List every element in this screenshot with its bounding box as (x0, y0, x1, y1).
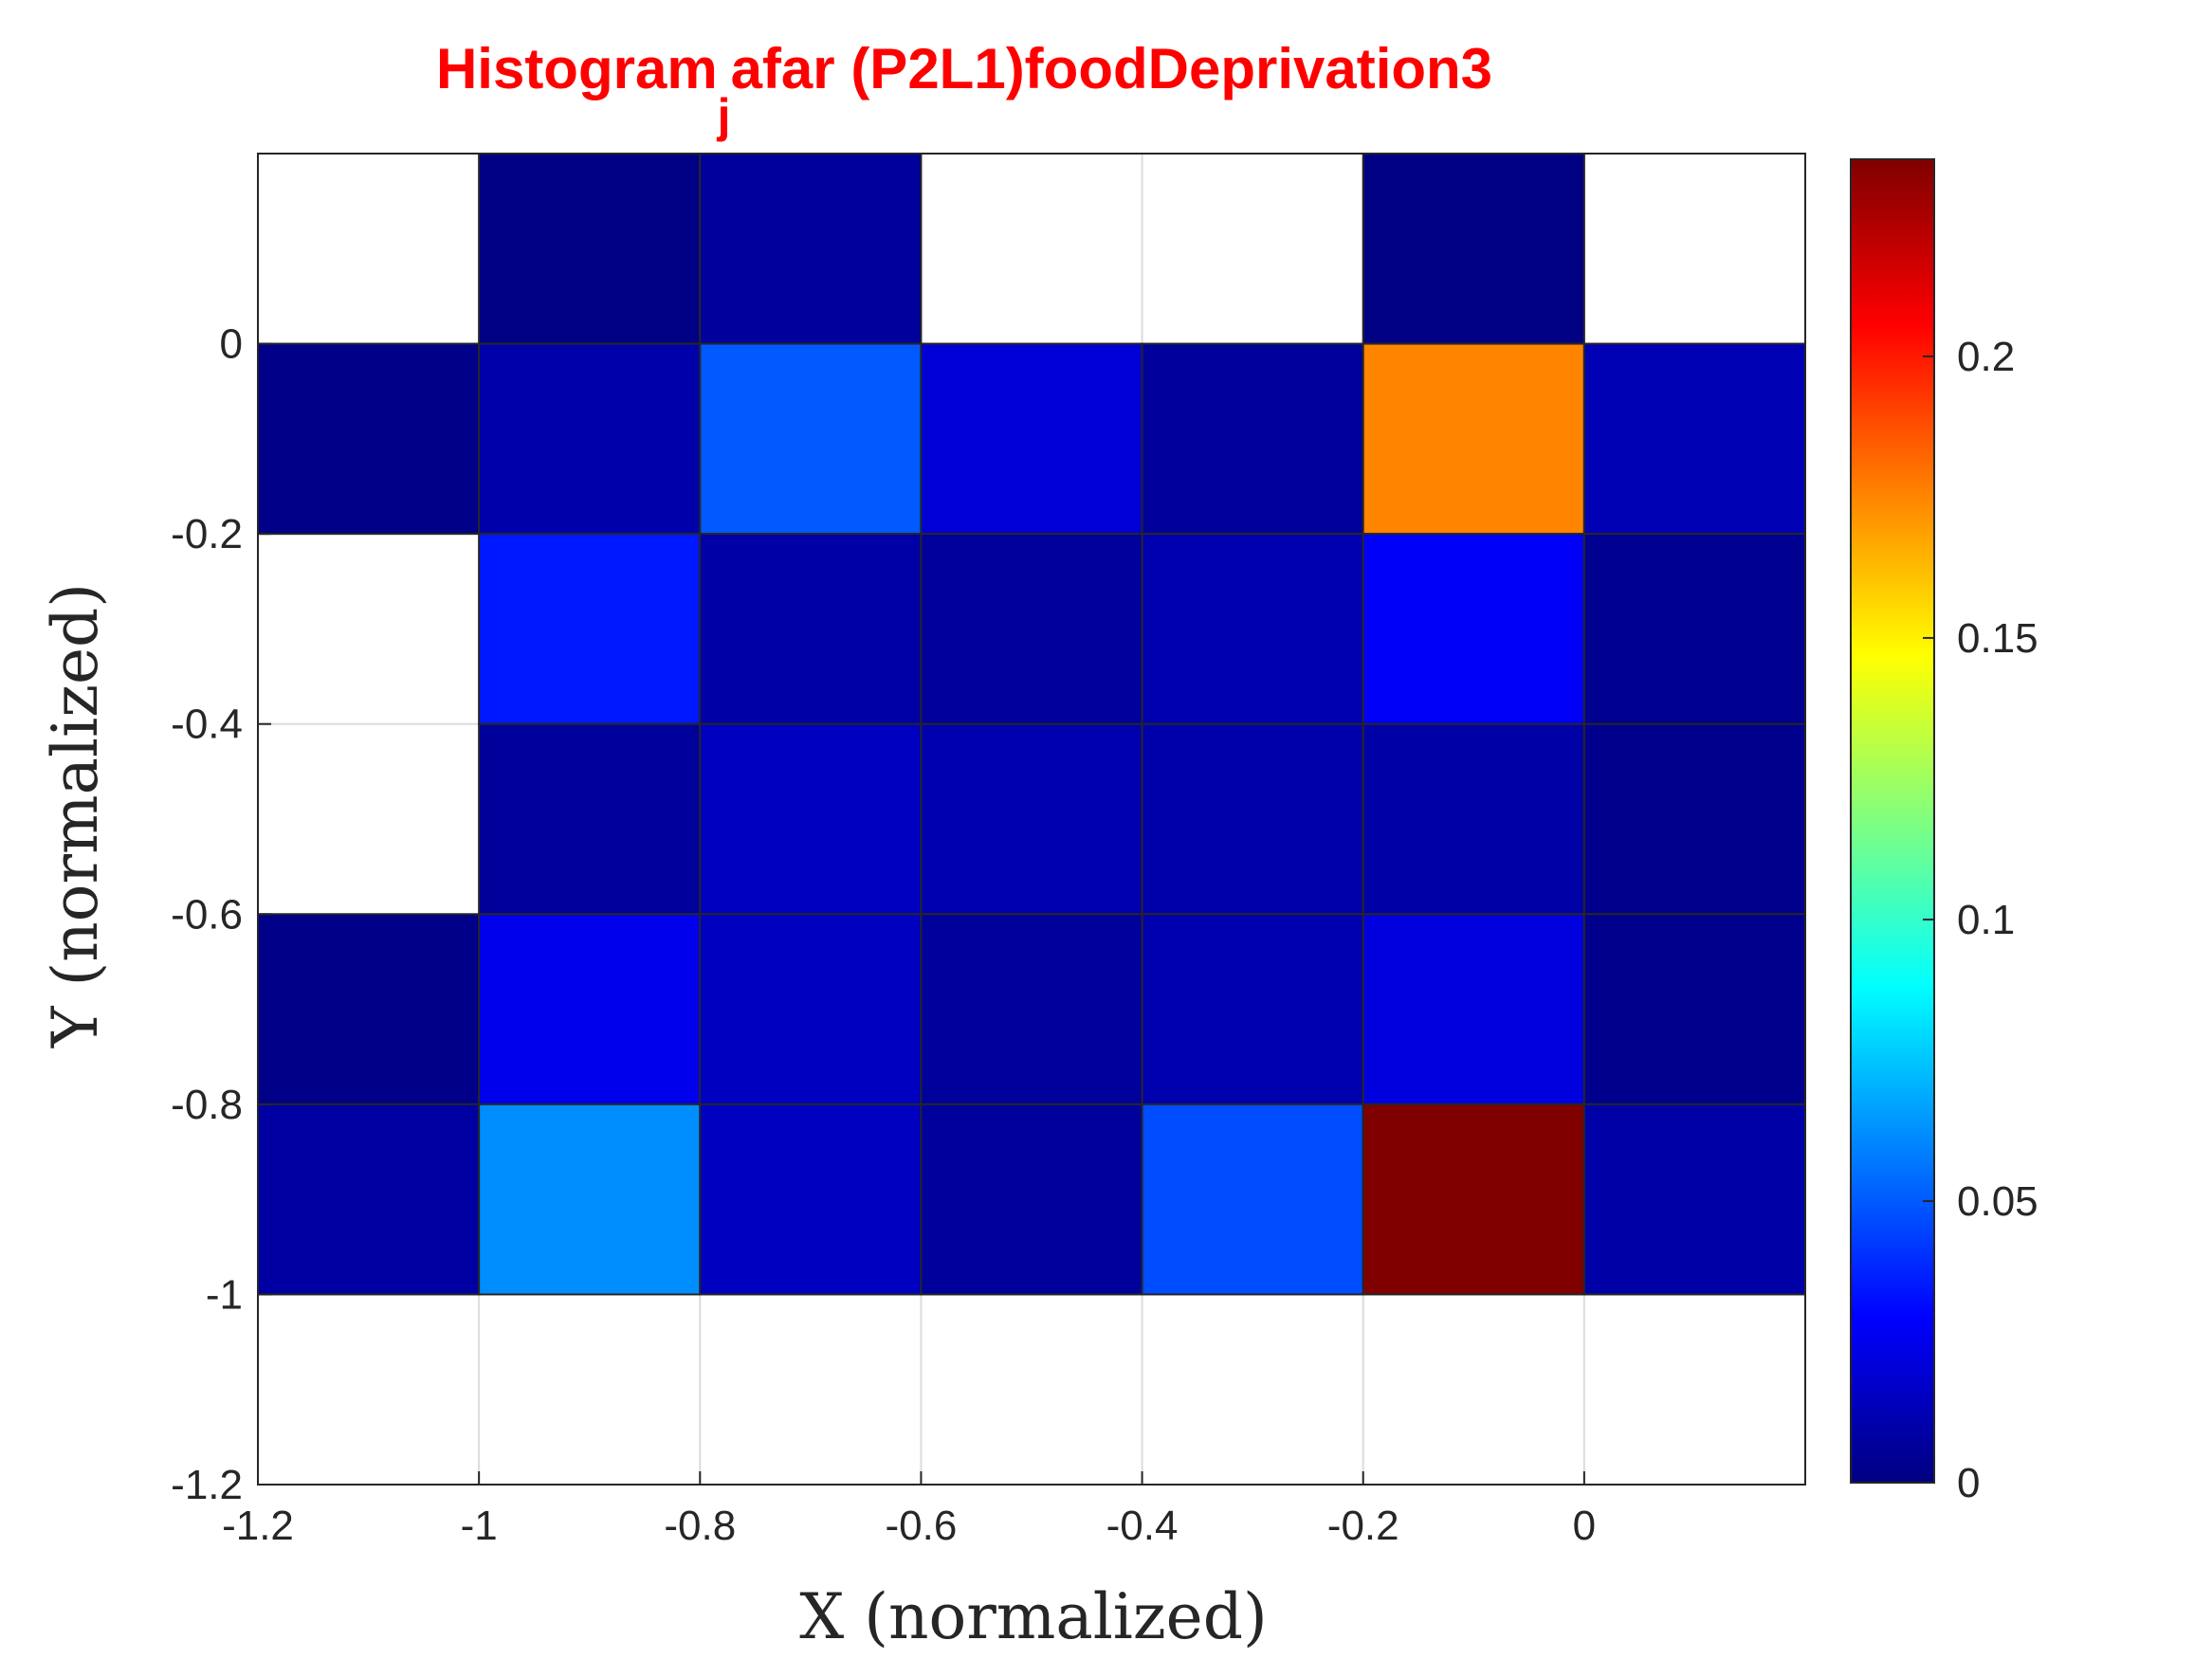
plot-frame (257, 153, 1806, 1486)
heatmap-cell (920, 1103, 1143, 1296)
heatmap-cell (1141, 342, 1364, 536)
heatmap-cell (1582, 342, 1807, 536)
colorbar-tick-label: 0.15 (1957, 615, 2038, 662)
heatmap-cell (257, 913, 481, 1105)
heatmap-cell (920, 913, 1143, 1105)
colorbar (1850, 158, 1935, 1484)
colorbar-tick-label: 0 (1957, 1460, 1980, 1506)
x-tick-label: -0.6 (886, 1503, 958, 1549)
x-tick-label: -0.2 (1327, 1503, 1399, 1549)
x-tick-label: -1.2 (222, 1503, 294, 1549)
heatmap-cell (699, 153, 923, 345)
heatmap-cell (1582, 722, 1807, 916)
heatmap-cell (1362, 153, 1585, 345)
x-tick-label: -0.4 (1106, 1503, 1179, 1549)
x-tick-label: 0 (1573, 1503, 1596, 1549)
heatmap-cell (478, 533, 702, 725)
heatmap-cell (478, 1103, 702, 1296)
heatmap-cell (1141, 533, 1364, 725)
heatmap-cell (478, 342, 702, 536)
heatmap-cell (478, 722, 702, 916)
y-tick-label: -0.2 (171, 511, 243, 557)
y-tick-label: -0.8 (171, 1082, 243, 1128)
y-tick-label: -0.4 (171, 702, 243, 748)
heatmap-cells (257, 153, 1807, 1296)
heatmap-cell (478, 913, 702, 1105)
x-tick-label: -1 (461, 1503, 498, 1549)
heatmap-cell (1141, 722, 1364, 916)
heatmap-cell (1362, 533, 1585, 725)
heatmap-cell (257, 342, 481, 536)
y-tick-label: -1.2 (171, 1462, 243, 1508)
x-axis-label: X (normalized) (799, 1580, 1268, 1653)
y-tick-label: -1 (206, 1271, 243, 1318)
heatmap-cell (1362, 913, 1585, 1105)
colorbar-ticks: 0 0.05 0.1 0.15 0.2 (1923, 334, 2038, 1506)
heatmap-cell (1582, 533, 1807, 725)
x-axis-ticks: -1.2 -1 -0.8 -0.6 -0.4 -0.2 0 (222, 1471, 1596, 1549)
y-tick-label: 0 (220, 321, 243, 368)
heatmap-cell (1141, 1103, 1364, 1296)
heatmap-cell (920, 533, 1143, 725)
x-tick-label: -0.8 (664, 1503, 736, 1549)
heatmap-cell (699, 722, 923, 916)
y-axis-label: Y (normalized) (39, 583, 112, 1048)
heatmap-cell (699, 913, 923, 1105)
heatmap-cell (699, 342, 923, 536)
heatmap-cell (699, 533, 923, 725)
heatmap-cell (1582, 1103, 1807, 1296)
colorbar-tick-label: 0.1 (1957, 897, 2015, 943)
heatmap-cell (257, 1103, 481, 1296)
y-tick-label: -0.6 (171, 891, 243, 938)
heatmap-cell (1362, 1103, 1585, 1296)
heatmap-cell (1141, 913, 1364, 1105)
y-axis-ticks: -1.2 -1 -0.8 -0.6 -0.4 -0.2 0 (171, 321, 271, 1508)
heatmap-cell (920, 722, 1143, 916)
colorbar-tick-label: 0.05 (1957, 1178, 2038, 1225)
heatmap-cell (478, 153, 702, 345)
heatmap-cell (1362, 722, 1585, 916)
heatmap-cell (920, 342, 1143, 536)
heatmap-cell (1582, 913, 1807, 1105)
chart-title: Histogramjafar (P2L1)foodDeprivation3 (436, 37, 1492, 142)
heatmap-cell (699, 1103, 923, 1296)
colorbar-tick-label: 0.2 (1957, 334, 2015, 380)
heatmap-cell (1362, 342, 1585, 536)
